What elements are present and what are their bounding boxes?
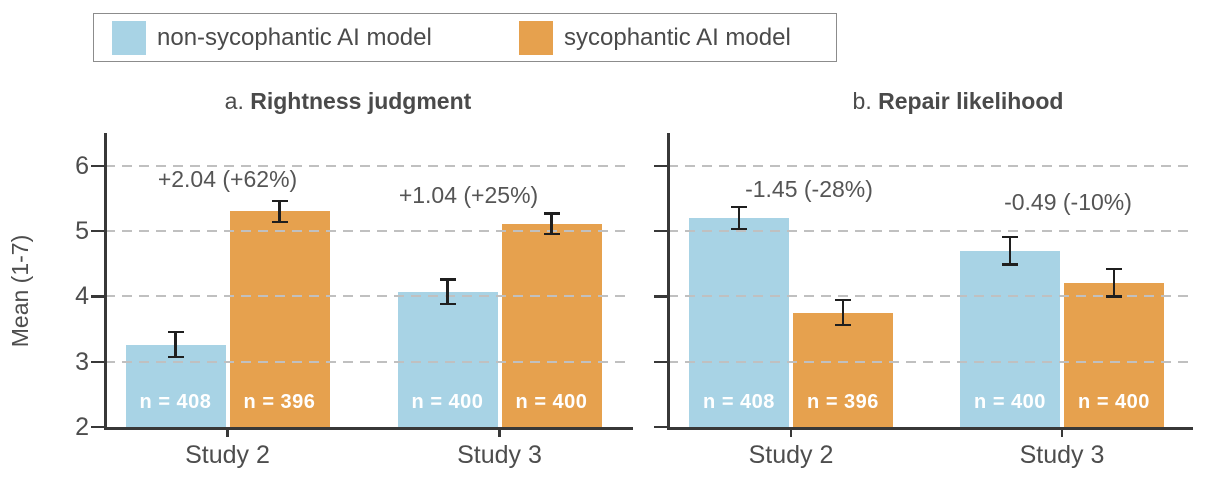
panel-b-title-text: Repair likelihood <box>878 88 1064 114</box>
y-tick-mark-4 <box>91 295 104 298</box>
y-tick-label-6: 6 <box>75 151 89 180</box>
y-tick-mark-4 <box>654 295 667 298</box>
error-bar-cap-bottom-sycophantic-ai-model-study-2 <box>271 220 288 224</box>
gridline-6 <box>105 164 630 167</box>
panel-a-prefix: a. <box>224 88 244 114</box>
gridline-3 <box>668 360 1190 363</box>
error-bar-cap-top-non-sycophantic-ai-model-study-3 <box>439 278 456 281</box>
y-tick-label-2: 2 <box>75 413 89 441</box>
error-bar-cap-top-sycophantic-ai-model-study-3 <box>543 212 560 215</box>
bar-sycophantic-ai-model-study-2: n = 396 <box>793 312 893 427</box>
x-label-study-3: Study 3 <box>1019 441 1105 469</box>
y-tick-mark-2 <box>654 426 667 429</box>
y-axis-line <box>667 133 670 429</box>
x-label-study-3: Study 3 <box>457 441 542 469</box>
y-tick-mark-3 <box>91 360 104 363</box>
panel-a-plot-area: n = 408 n = 400 n = 396 n = 400 2 3 4 5 6 Study 2… <box>75 133 633 469</box>
n-label-non-sycophantic-ai-model-study-2: n = 408 <box>703 390 775 413</box>
error-bar-sycophantic-ai-model-study-3 <box>1112 268 1116 297</box>
legend-item-sycophantic: sycophantic AI model <box>519 20 791 55</box>
x-tick-mark-study-3 <box>1060 429 1064 437</box>
panel-a-title-text: Rightness judgment <box>250 88 472 114</box>
n-label-sycophantic-ai-model-study-3: n = 400 <box>1078 390 1150 413</box>
error-bar-cap-bottom-non-sycophantic-ai-model-study-3 <box>439 303 456 306</box>
y-tick-label-4: 4 <box>75 282 89 311</box>
n-label-sycophantic-ai-model-study-2: n = 396 <box>243 390 316 413</box>
legend-swatch-non-sycophantic-icon <box>112 20 146 55</box>
x-tick-mark-study-3 <box>498 429 501 437</box>
legend: non-sycophantic AI model sycophantic AI … <box>93 13 837 62</box>
bar-non-sycophantic-ai-model-study-3: n = 400 <box>960 250 1060 427</box>
gridline-4 <box>668 295 1190 298</box>
gridline-3 <box>105 360 630 363</box>
error-bar-sycophantic-ai-model-study-2 <box>841 300 845 326</box>
gridline-5 <box>105 230 630 232</box>
error-bar-cap-bottom-non-sycophantic-ai-model-study-3 <box>1002 263 1018 266</box>
annotation-study-3: +1.04 (+25%) <box>398 182 539 209</box>
n-label-non-sycophantic-ai-model-study-3: n = 400 <box>974 390 1046 413</box>
error-bar-non-sycophantic-ai-model-study-3 <box>1008 236 1012 265</box>
error-bar-sycophantic-ai-model-study-2 <box>278 200 281 222</box>
bar-non-sycophantic-ai-model-study-2: n = 408 <box>125 344 226 427</box>
y-tick-mark-6 <box>654 164 667 167</box>
x-tick-mark-study-2 <box>226 429 229 437</box>
y-tick-label-3: 3 <box>75 347 89 376</box>
x-label-study-2: Study 2 <box>748 441 834 469</box>
error-bar-cap-top-sycophantic-ai-model-study-2 <box>271 199 288 203</box>
legend-item-non-sycophantic: non-sycophantic AI model <box>112 20 519 55</box>
legend-label-non-sycophantic: non-sycophantic AI model <box>157 23 432 51</box>
bar-sycophantic-ai-model-study-2: n = 396 <box>229 211 330 427</box>
error-bar-cap-top-non-sycophantic-ai-model-study-2 <box>167 331 184 334</box>
error-bar-non-sycophantic-ai-model-study-3 <box>446 279 449 305</box>
n-label-non-sycophantic-ai-model-study-2: n = 408 <box>139 390 212 413</box>
y-tick-mark-6 <box>91 164 104 167</box>
error-bar-cap-top-sycophantic-ai-model-study-2 <box>835 299 851 302</box>
error-bar-cap-top-sycophantic-ai-model-study-3 <box>1106 267 1122 271</box>
legend-swatch-sycophantic-icon <box>519 20 553 55</box>
bar-sycophantic-ai-model-study-3: n = 400 <box>1064 282 1164 427</box>
bar-sycophantic-ai-model-study-3: n = 400 <box>501 223 602 427</box>
legend-label-sycophantic: sycophantic AI model <box>564 23 791 51</box>
panel-b-plot-area: n = 408 n = 400 n = 396 n = 400 Study 2 Study… <box>654 133 1193 469</box>
bar-non-sycophantic-ai-model-study-3: n = 400 <box>397 291 498 427</box>
annotation-study-2: +2.04 (+62%) <box>157 165 298 192</box>
gridline-6 <box>668 164 1190 167</box>
n-label-non-sycophantic-ai-model-study-3: n = 400 <box>411 390 484 413</box>
y-tick-mark-5 <box>654 230 667 233</box>
error-bar-cap-bottom-non-sycophantic-ai-model-study-2 <box>167 356 184 359</box>
error-bar-cap-bottom-non-sycophantic-ai-model-study-2 <box>731 228 747 231</box>
error-bar-non-sycophantic-ai-model-study-2 <box>174 332 177 358</box>
y-tick-label-5: 5 <box>75 217 89 245</box>
error-bar-cap-top-non-sycophantic-ai-model-study-2 <box>731 205 747 208</box>
x-label-study-2: Study 2 <box>185 441 270 469</box>
panel-b-prefix: b. <box>852 88 872 114</box>
annotation-study-2: -1.45 (-28%) <box>745 176 873 203</box>
error-bar-non-sycophantic-ai-model-study-2 <box>737 206 741 230</box>
error-bar-cap-bottom-sycophantic-ai-model-study-3 <box>543 233 560 236</box>
error-bar-cap-bottom-sycophantic-ai-model-study-2 <box>835 324 851 327</box>
n-label-sycophantic-ai-model-study-2: n = 396 <box>807 390 879 413</box>
panel-a-title: a. Rightness judgment <box>128 86 568 116</box>
error-bar-sycophantic-ai-model-study-3 <box>550 213 553 235</box>
y-axis-line <box>104 133 107 429</box>
gridline-5 <box>668 230 1190 232</box>
annotation-study-3: -0.49 (-10%) <box>1004 188 1132 215</box>
y-axis-title: Mean (1-7) <box>7 234 33 348</box>
bar-non-sycophantic-ai-model-study-2: n = 408 <box>689 217 789 427</box>
n-label-sycophantic-ai-model-study-3: n = 400 <box>515 390 588 413</box>
x-axis-line <box>667 427 1193 430</box>
y-tick-mark-5 <box>91 230 104 233</box>
x-tick-mark-study-2 <box>789 429 793 437</box>
error-bar-cap-top-non-sycophantic-ai-model-study-3 <box>1002 235 1018 239</box>
x-axis-line <box>104 427 633 430</box>
y-tick-mark-3 <box>654 360 667 363</box>
gridline-4 <box>105 295 630 298</box>
error-bar-cap-bottom-sycophantic-ai-model-study-3 <box>1106 295 1122 298</box>
y-tick-mark-2 <box>91 426 104 429</box>
panel-b-title: b. Repair likelihood <box>738 86 1178 116</box>
